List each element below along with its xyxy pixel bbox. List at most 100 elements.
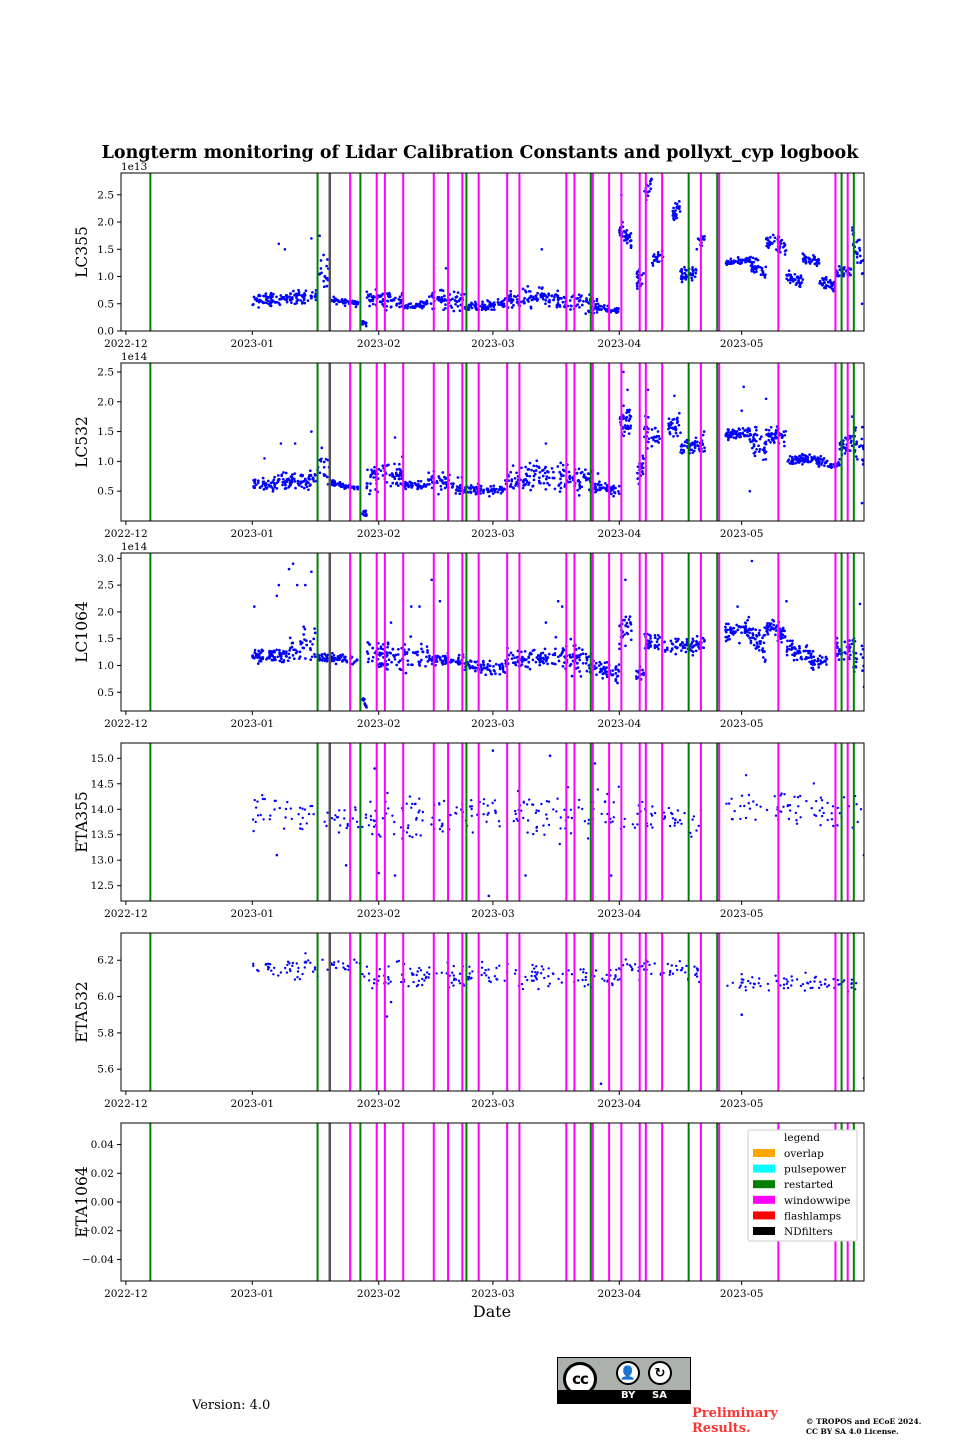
data-point: [494, 809, 497, 812]
data-point: [759, 984, 762, 988]
data-point: [555, 810, 558, 813]
data-point: [783, 635, 787, 639]
data-point: [695, 440, 699, 444]
data-point: [757, 648, 761, 652]
data-point: [509, 470, 513, 474]
data-point: [425, 645, 429, 648]
data-point: [692, 449, 696, 453]
data-point: [532, 464, 536, 468]
data-point: [679, 444, 683, 448]
data-point: [373, 469, 376, 473]
data-point: [539, 481, 542, 485]
data-point: [365, 965, 369, 968]
x-tick-label: 2022-12: [104, 718, 148, 730]
data-point: [386, 641, 390, 645]
data-point: [753, 438, 757, 442]
data-point: [526, 468, 530, 471]
data-point: [535, 656, 539, 659]
data-point: [405, 831, 409, 834]
data-point: [675, 646, 679, 650]
data-point: [769, 627, 773, 631]
data-point: [758, 977, 761, 980]
data-point: [387, 293, 390, 297]
data-point: [417, 660, 421, 664]
data-point: [570, 816, 574, 820]
data-point: [794, 811, 797, 815]
data-point: [584, 468, 587, 472]
data-point: [578, 670, 581, 673]
data-point: [859, 444, 863, 447]
data-point: [501, 666, 505, 669]
data-point: [421, 810, 425, 814]
data-point: [782, 440, 786, 444]
data-point: [774, 626, 778, 629]
data-point: [554, 635, 558, 639]
data-point: [483, 305, 487, 309]
data-point: [554, 647, 557, 651]
data-point: [437, 299, 441, 302]
data-point: [437, 475, 441, 478]
data-point: [307, 959, 310, 962]
legend-swatch-overlap: [753, 1149, 775, 1157]
data-point: [513, 972, 517, 975]
data-point: [782, 983, 786, 986]
data-point: [273, 475, 276, 479]
data-point: [272, 973, 275, 976]
data-point: [754, 818, 757, 821]
data-point: [516, 819, 519, 822]
data-point: [819, 980, 822, 984]
data-point: [397, 477, 401, 481]
data-point: [694, 271, 698, 275]
data-point: [320, 457, 323, 461]
data-point: [397, 660, 401, 664]
data-point: [647, 644, 650, 648]
data-point: [355, 961, 358, 964]
data-point: [370, 468, 373, 472]
data-point: [438, 803, 441, 806]
data-point: [523, 657, 526, 661]
x-tick-label: 2023-03: [471, 908, 515, 920]
legend-label-restarted: restarted: [784, 1179, 834, 1191]
data-point: [731, 981, 734, 984]
data-point: [601, 672, 605, 676]
data-point: [535, 973, 538, 976]
data-point: [304, 657, 307, 660]
data-point: [625, 415, 629, 419]
data-point: [691, 818, 694, 821]
data-point: [484, 673, 488, 677]
data-point: [318, 272, 322, 276]
data-point: [665, 646, 669, 650]
data-point: [791, 979, 794, 982]
data-point: [641, 466, 645, 470]
data-point: [511, 464, 515, 467]
data-point: [680, 451, 684, 455]
data-point: [285, 296, 289, 300]
data-point: [804, 649, 808, 653]
data-point: [831, 283, 835, 286]
data-point: [458, 298, 462, 302]
data-point: [739, 625, 743, 629]
data-point: [534, 469, 538, 472]
data-point: [300, 294, 304, 297]
x-tick-label: 2022-12: [104, 1098, 148, 1110]
data-point: [759, 273, 763, 277]
data-point: [420, 300, 424, 304]
data-point: [369, 815, 373, 818]
data-point: [614, 672, 618, 675]
data-point: [410, 806, 413, 809]
data-point: [397, 647, 400, 651]
data-point: [732, 259, 736, 263]
data-point: [462, 292, 466, 296]
data-point: [259, 651, 263, 654]
data-point: [629, 426, 632, 430]
data-point: [281, 483, 284, 487]
data-point: [290, 645, 294, 649]
x-tick-label: 2023-02: [357, 1288, 401, 1300]
data-point: [677, 200, 681, 203]
data-point: [534, 294, 538, 298]
data-point-outlier: [418, 605, 421, 608]
data-point: [605, 666, 609, 669]
data-point: [385, 464, 389, 467]
data-point: [395, 960, 399, 963]
